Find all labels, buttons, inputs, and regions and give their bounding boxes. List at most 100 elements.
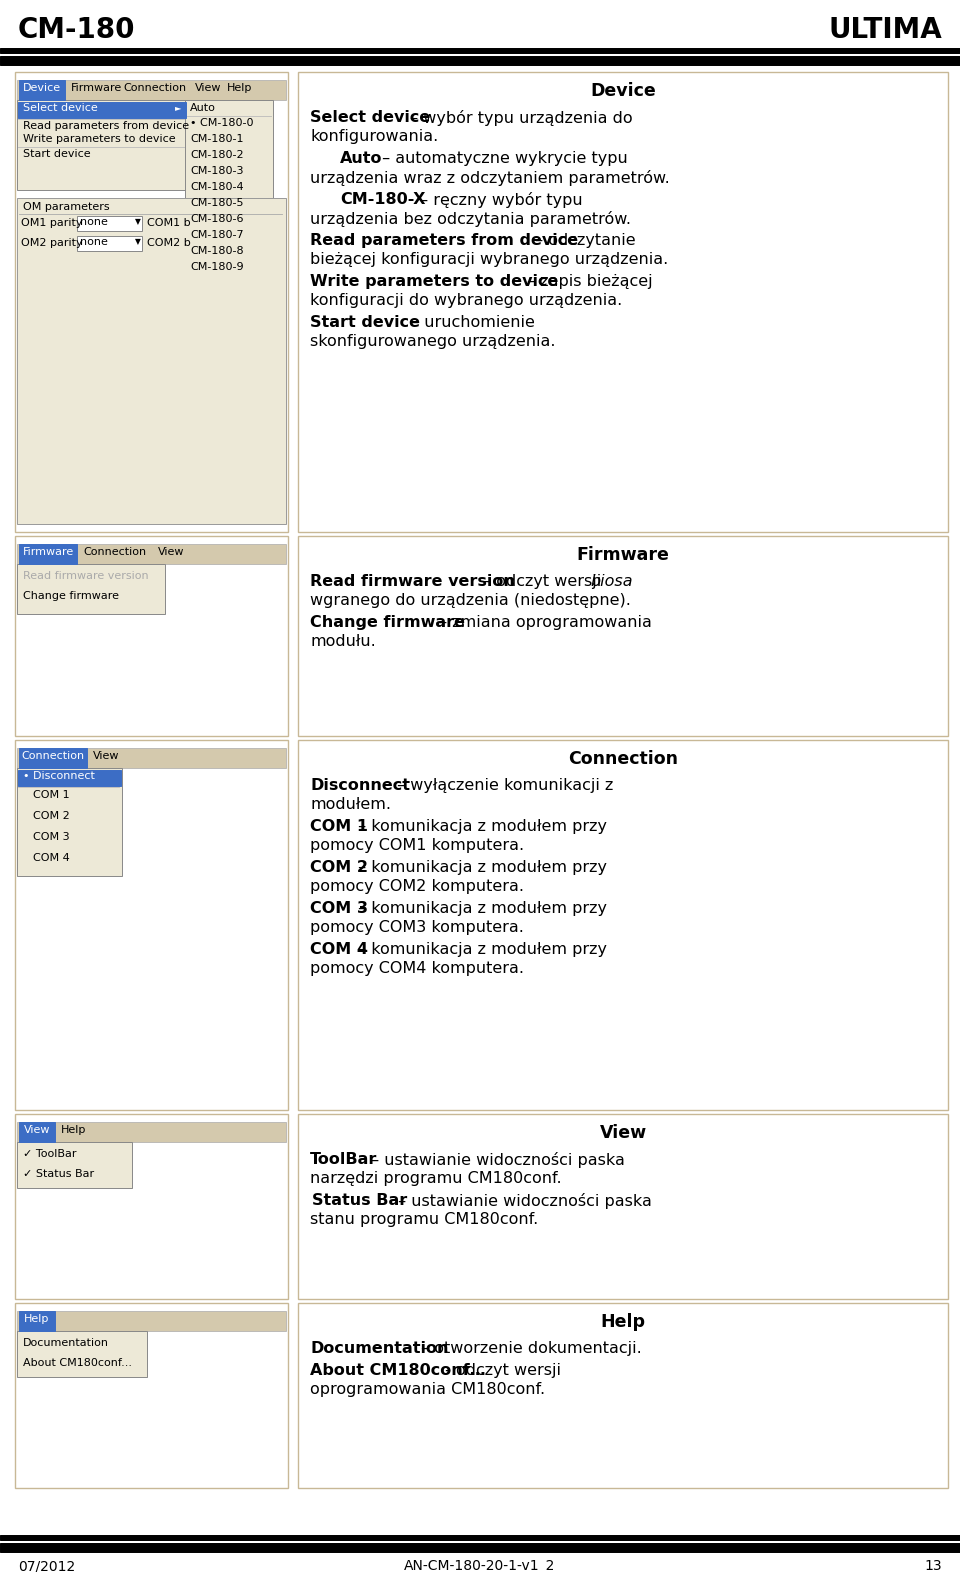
Text: – komunikacja z modułem przy: – komunikacja z modułem przy <box>353 819 607 835</box>
Bar <box>18 102 186 118</box>
Bar <box>17 748 286 769</box>
Text: COM 1: COM 1 <box>33 791 70 800</box>
Bar <box>17 1311 286 1331</box>
Text: CM-180: CM-180 <box>18 16 135 44</box>
Text: none: none <box>80 217 108 226</box>
Text: 13: 13 <box>924 1559 942 1572</box>
Text: Start device: Start device <box>23 149 90 159</box>
Bar <box>15 536 288 736</box>
Text: CM-180-1: CM-180-1 <box>190 134 244 145</box>
Bar <box>298 1303 948 1489</box>
Text: View: View <box>24 1126 50 1135</box>
Bar <box>17 1122 286 1141</box>
Text: ►: ► <box>175 104 181 112</box>
Bar <box>298 536 948 736</box>
Text: konfiguracji do wybranego urządzenia.: konfiguracji do wybranego urządzenia. <box>310 292 622 308</box>
Text: CM-180-9: CM-180-9 <box>190 263 244 272</box>
Text: Select device: Select device <box>23 104 98 113</box>
Bar <box>19 1311 55 1331</box>
Bar <box>15 72 288 531</box>
Text: Documentation: Documentation <box>23 1338 109 1349</box>
Bar <box>298 740 948 1110</box>
Text: Status Bar: Status Bar <box>312 1193 407 1207</box>
Text: Read parameters from device: Read parameters from device <box>23 121 189 130</box>
Bar <box>15 1303 288 1489</box>
Text: – ustawianie widoczności paska: – ustawianie widoczności paska <box>393 1193 652 1209</box>
Text: Read firmware version: Read firmware version <box>310 574 515 590</box>
Bar <box>298 1115 948 1298</box>
Text: modułu.: modułu. <box>310 634 375 649</box>
Bar <box>77 236 142 252</box>
Text: View: View <box>599 1124 647 1141</box>
Text: Firmware: Firmware <box>577 545 669 564</box>
Text: About CM180conf...: About CM180conf... <box>23 1358 132 1368</box>
Text: Read firmware version: Read firmware version <box>23 571 149 582</box>
Text: COM 1: COM 1 <box>310 819 368 835</box>
Text: biosa: biosa <box>590 574 633 590</box>
Text: Help: Help <box>601 1313 645 1331</box>
Text: ToolBar: ToolBar <box>310 1152 377 1166</box>
Text: Read parameters from device: Read parameters from device <box>310 233 578 248</box>
Bar <box>0 49 960 53</box>
Text: konfigurowania.: konfigurowania. <box>310 129 439 145</box>
Text: pomocy COM1 komputera.: pomocy COM1 komputera. <box>310 838 524 854</box>
Text: urządzenia wraz z odczytaniem parametrów.: urządzenia wraz z odczytaniem parametrów… <box>310 170 670 185</box>
Bar <box>0 1534 960 1541</box>
Text: ▼: ▼ <box>135 217 141 226</box>
Text: Firmware: Firmware <box>71 83 122 93</box>
Bar <box>17 1331 147 1377</box>
Text: CM-180-5: CM-180-5 <box>190 198 244 208</box>
Text: CM-180-X: CM-180-X <box>340 192 425 208</box>
Text: – otworzenie dokumentacji.: – otworzenie dokumentacji. <box>416 1341 641 1357</box>
Text: – ustawianie widoczności paska: – ustawianie widoczności paska <box>366 1152 625 1168</box>
Text: skonfigurowanego urządzenia.: skonfigurowanego urządzenia. <box>310 333 556 349</box>
Text: Connection: Connection <box>21 751 84 761</box>
Text: COM 4: COM 4 <box>33 854 70 863</box>
Text: • Disconnect: • Disconnect <box>23 770 95 781</box>
Text: Connection: Connection <box>83 547 146 556</box>
Text: View: View <box>195 83 222 93</box>
Text: CM-180-2: CM-180-2 <box>190 149 244 160</box>
Text: Select device: Select device <box>310 110 430 126</box>
Text: – komunikacja z modułem przy: – komunikacja z modułem przy <box>353 860 607 876</box>
Text: CM-180-7: CM-180-7 <box>190 230 244 241</box>
Text: Help: Help <box>227 83 252 93</box>
Text: Disconnect: Disconnect <box>310 778 410 792</box>
Text: Auto: Auto <box>340 151 382 167</box>
Bar <box>17 1141 132 1188</box>
Bar <box>298 72 948 531</box>
Text: – komunikacja z modułem przy: – komunikacja z modułem przy <box>353 942 607 957</box>
Text: COM1 b: COM1 b <box>147 219 191 228</box>
Text: – zapis bieżącej: – zapis bieżącej <box>522 274 653 289</box>
Bar <box>15 1115 288 1298</box>
Bar <box>17 564 165 615</box>
Bar <box>19 80 65 101</box>
Text: COM 2: COM 2 <box>33 811 70 821</box>
Bar <box>17 101 187 190</box>
Text: CM-180-3: CM-180-3 <box>190 167 244 176</box>
Text: About CM180conf…: About CM180conf… <box>310 1363 486 1379</box>
Bar <box>19 544 77 564</box>
Text: View: View <box>158 547 184 556</box>
Text: COM 3: COM 3 <box>310 901 368 916</box>
Text: COM 3: COM 3 <box>33 832 70 843</box>
Text: pomocy COM3 komputera.: pomocy COM3 komputera. <box>310 920 524 935</box>
Bar <box>19 1122 55 1141</box>
Text: pomocy COM2 komputera.: pomocy COM2 komputera. <box>310 879 524 894</box>
Text: bieżącej konfiguracji wybranego urządzenia.: bieżącej konfiguracji wybranego urządzen… <box>310 252 668 267</box>
Text: Help: Help <box>61 1126 86 1135</box>
Text: OM2 parity: OM2 parity <box>21 237 83 248</box>
Text: – wyłączenie komunikacji z: – wyłączenie komunikacji z <box>392 778 613 792</box>
Text: CM-180-6: CM-180-6 <box>190 214 244 223</box>
Text: – zmiana oprogramowania: – zmiana oprogramowania <box>434 615 652 630</box>
Bar <box>17 769 122 876</box>
Text: narzędzi programu CM180conf.: narzędzi programu CM180conf. <box>310 1171 562 1185</box>
Text: – komunikacja z modułem przy: – komunikacja z modułem przy <box>353 901 607 916</box>
Text: COM 4: COM 4 <box>310 942 368 957</box>
Text: – odczyt wersji: – odczyt wersji <box>478 574 607 590</box>
Text: • CM-180-0: • CM-180-0 <box>190 118 253 127</box>
Bar <box>17 80 286 101</box>
Bar <box>17 544 286 564</box>
Bar <box>17 198 286 523</box>
Text: – wybór typu urządzenia do: – wybór typu urządzenia do <box>405 110 633 126</box>
